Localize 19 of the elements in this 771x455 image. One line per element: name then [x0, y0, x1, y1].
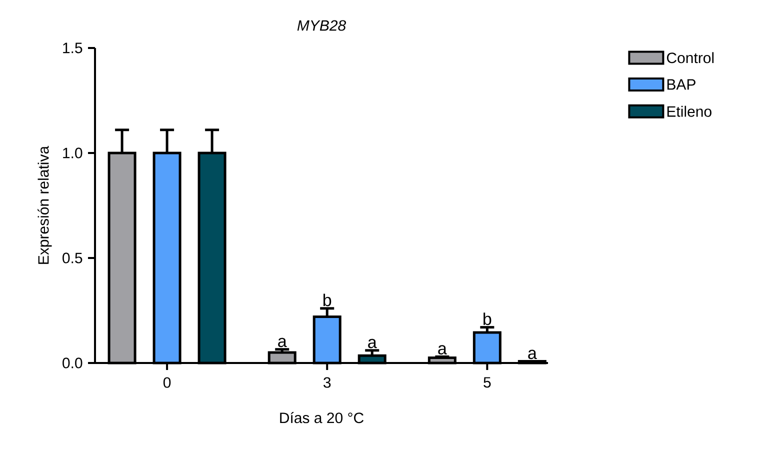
x-tick-label: 3: [324, 377, 331, 388]
data-label: b: [323, 294, 332, 306]
legend-label: BAP: [667, 79, 696, 90]
y-tick-label: 0.0: [62, 358, 82, 368]
data-label: a: [438, 345, 447, 354]
y-axis-title: Expresión relativa: [38, 146, 52, 264]
y-tick-label: 1.0: [63, 148, 82, 158]
data-label: a: [528, 350, 537, 360]
chart-title: MYB28: [297, 20, 346, 31]
y-tick-label: 0.5: [62, 252, 82, 264]
data-label: b: [484, 312, 492, 326]
x-axis-title: Días a 20 °C: [280, 412, 364, 424]
y-tick-label: 1.5: [63, 42, 82, 54]
legend-label: Etileno: [667, 106, 712, 117]
data-label: a: [368, 338, 377, 348]
x-tick-label: 5: [484, 377, 491, 388]
legend-label: Control: [666, 52, 714, 64]
data-label: a: [278, 338, 287, 348]
x-tick-label: 0: [163, 377, 171, 388]
